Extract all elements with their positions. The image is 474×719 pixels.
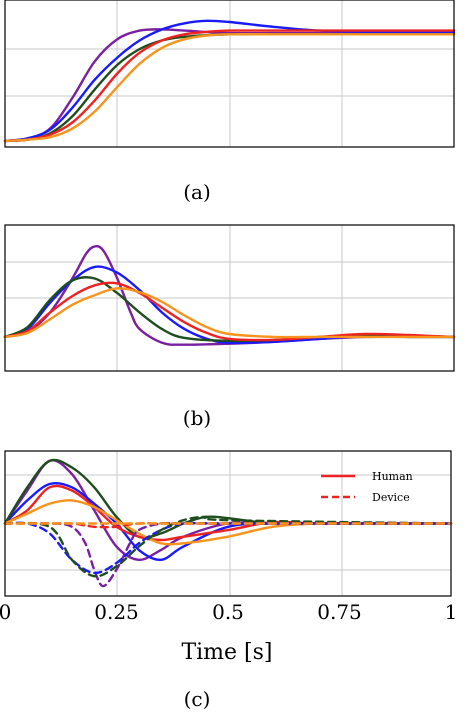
panel-a-series [3,19,456,143]
panel-b-frame [4,224,455,372]
panel-c-caption: (c) [184,687,211,711]
panel-c-x-ticks: 0 0.25 0.5 0.75 1 [0,600,457,624]
legend-human-label: Human [372,470,413,483]
panel-c: 0 0.25 0.5 0.75 1 Human Device Time [s] (c) [0,450,457,711]
x-tick-label: 0.75 [317,600,362,624]
series-line-purple-dashed [3,521,453,588]
legend-device-label: Device [372,491,410,504]
series-line-orange [3,33,456,143]
panel-a-frame [4,0,455,148]
panel-b: (b) [3,224,456,430]
panel-c-frame [4,450,452,597]
panel-a-caption: (a) [183,180,211,204]
series-line-orange [3,287,456,339]
x-axis-title: Time [s] [181,640,272,665]
x-tick-label: 0.5 [212,600,244,624]
series-line-green-dashed [3,515,453,578]
panel-c-series [3,458,453,588]
panel-b-grid [5,225,454,371]
panel-a: (a) [3,0,456,204]
x-tick-label: 1 [445,600,458,624]
series-line-red [3,281,456,342]
legend: Human Device [321,470,413,504]
x-tick-label: 0.25 [94,600,139,624]
panel-b-caption: (b) [183,406,211,430]
series-line-red [3,29,456,143]
panel-a-grid [5,0,454,147]
panel-b-series [3,244,456,346]
x-tick-label: 0 [0,600,11,624]
